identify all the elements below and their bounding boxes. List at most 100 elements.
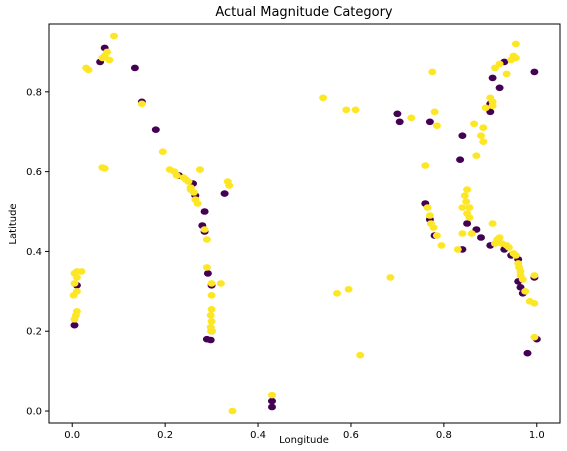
scatter-point [432, 232, 441, 239]
scatter-point [477, 234, 485, 241]
scatter-point [458, 204, 467, 211]
scatter-point [425, 212, 434, 219]
scatter-point [479, 138, 488, 145]
scatter-point [151, 126, 160, 133]
x-axis-label: Longitude [279, 435, 329, 446]
x-axis: 0.0 0.2 0.4 0.6 0.8 1.0 [64, 423, 545, 441]
scatter-point [423, 204, 432, 211]
scatter-point [393, 110, 402, 118]
scatter-point [465, 214, 474, 221]
scatter-point [319, 94, 328, 102]
y-tick-label: 0.4 [26, 247, 42, 258]
x-tick-label: 0.6 [343, 430, 359, 441]
scatter-point [202, 236, 211, 243]
scatter-point [432, 122, 441, 129]
scatter-point [207, 306, 216, 313]
scatter-point [189, 189, 198, 196]
scatter-point [465, 204, 474, 211]
y-axis: 0.0 0.2 0.4 0.6 0.8 [26, 87, 49, 418]
scatter-point [463, 186, 472, 193]
scatter-point [407, 114, 416, 122]
scatter-point [72, 274, 81, 281]
scatter-point [518, 276, 527, 283]
scatter-point [268, 391, 276, 399]
scatter-point [479, 124, 488, 131]
scatter-point [69, 292, 78, 299]
scatter-point [488, 220, 497, 227]
scatter-point [460, 192, 469, 199]
scatter-point [511, 252, 520, 259]
scatter-point [137, 100, 146, 108]
scatter-point [191, 196, 200, 203]
scatter-point [216, 280, 225, 287]
y-tick-label: 0.8 [26, 87, 42, 98]
scatter-point [207, 292, 216, 299]
scatter-point [200, 208, 209, 215]
scatter-point [100, 165, 109, 172]
scatter-point [130, 64, 139, 72]
scatter-point [481, 104, 490, 112]
scatter-points [69, 32, 541, 415]
x-tick-label: 0.8 [436, 430, 452, 441]
scatter-point [495, 234, 504, 241]
scatter-point [467, 230, 476, 237]
scatter-point [184, 178, 193, 185]
scatter-point [421, 162, 430, 169]
scatter-point [462, 198, 471, 205]
scatter-point [342, 106, 351, 114]
scatter-point [456, 156, 465, 163]
scatter-point [495, 60, 504, 68]
chart-title: Actual Magnitude Category [215, 5, 393, 20]
scatter-point [207, 280, 216, 287]
scatter-point [437, 242, 446, 249]
x-tick-label: 1.0 [529, 430, 545, 441]
scatter-point [207, 318, 216, 325]
scatter-point [356, 351, 365, 359]
x-tick-label: 0.4 [250, 430, 266, 441]
scatter-point [206, 336, 215, 344]
scatter-point [98, 54, 107, 62]
scatter-point [472, 152, 481, 159]
scatter-point [207, 327, 216, 335]
scatter-point [196, 166, 204, 173]
scatter-point [70, 321, 79, 329]
scatter-point [268, 397, 276, 405]
scatter-point [395, 118, 404, 126]
scatter-point [202, 264, 211, 271]
scatter-point [430, 108, 439, 116]
scatter-point [172, 172, 181, 179]
scatter-point [268, 403, 276, 411]
scatter-point [477, 132, 485, 139]
scatter-point [84, 66, 93, 74]
scatter-point [105, 56, 114, 64]
scatter-point [206, 312, 215, 319]
scatter-point [523, 349, 532, 357]
y-axis-label: Latitude [8, 203, 19, 244]
scatter-point [386, 274, 395, 281]
y-tick-label: 0.2 [26, 327, 42, 338]
x-tick-label: 0.2 [157, 430, 173, 441]
scatter-point [502, 70, 511, 78]
plot-frame [48, 23, 561, 424]
scatter-point [70, 316, 79, 323]
scatter-point [511, 54, 520, 62]
scatter-point [344, 286, 353, 293]
scatter-point [530, 68, 539, 76]
scatter-point [425, 118, 434, 126]
scatter-point [220, 190, 229, 197]
scatter-point [530, 272, 539, 279]
y-tick-label: 0.0 [26, 407, 42, 418]
scatter-point [530, 333, 539, 341]
scatter-point [203, 270, 212, 277]
scatter-point [200, 226, 209, 233]
scatter-point [158, 148, 167, 155]
scatter-point [470, 120, 479, 128]
scatter-point [428, 68, 437, 76]
scatter-point [511, 40, 520, 48]
scatter-point [458, 132, 467, 139]
scatter-point [228, 407, 237, 415]
scatter-point [429, 224, 438, 231]
scatter-point [521, 288, 530, 295]
scatter-point [504, 244, 513, 251]
